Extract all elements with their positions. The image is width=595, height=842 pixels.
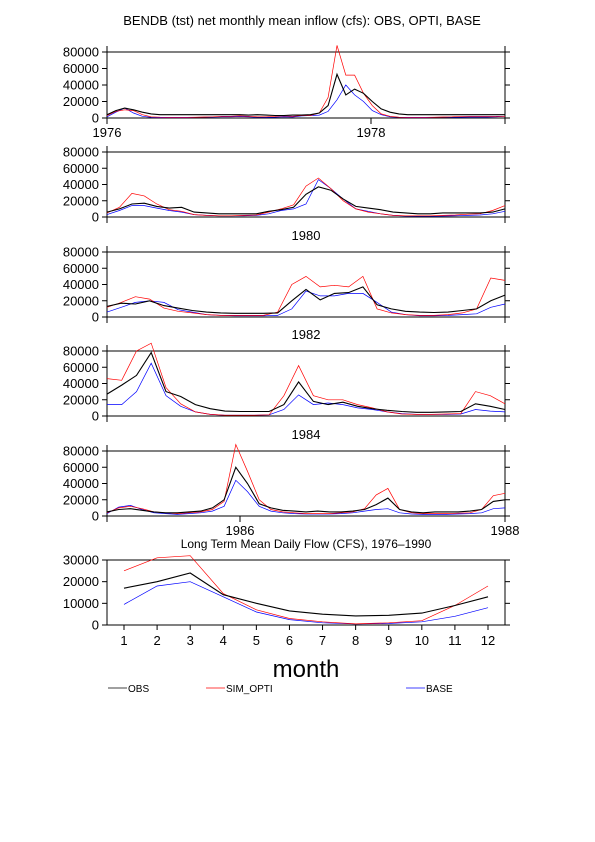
panel-6-frame xyxy=(106,559,506,626)
panel-2-ytick-label: 0 xyxy=(92,210,99,225)
panel-6-xtick-label: 6 xyxy=(286,633,293,648)
panel-4-ytick-label: 20000 xyxy=(63,392,99,407)
panel-6-xtick-label: 2 xyxy=(153,633,160,648)
panel-6-title: Long Term Mean Daily Flow (CFS), 1976–19… xyxy=(181,537,432,551)
panel-1-series-sim-opti xyxy=(106,45,505,118)
panel-6-ytick-label: 20000 xyxy=(63,574,99,589)
panel-3-ytick-label: 0 xyxy=(92,310,99,325)
panel-3-ytick-label: 40000 xyxy=(63,277,99,292)
panel-4-ytick-label: 80000 xyxy=(63,344,99,359)
panel-6-xtick-label: 3 xyxy=(187,633,194,648)
panel-5-ytick-label: 40000 xyxy=(63,476,99,491)
panel-6-xtick-label: 12 xyxy=(481,633,495,648)
panel-1-ytick-label: 20000 xyxy=(63,94,99,109)
panel-1-series-obs xyxy=(106,72,505,117)
panel-5-series-obs xyxy=(106,466,506,514)
figure-title: BENDB (tst) net monthly mean inflow (cfs… xyxy=(123,13,481,28)
panel-4-series-obs xyxy=(106,351,506,413)
panel-2-series-obs xyxy=(106,186,506,215)
panel-5-year-label-bottom: 1988 xyxy=(491,523,520,538)
panel-6-xtick-label: 9 xyxy=(385,633,392,648)
panel-6-xtick-label: 1 xyxy=(120,633,127,648)
panel-3-series-obs xyxy=(106,286,506,314)
panel-1-ytick-label: 80000 xyxy=(63,45,99,60)
panel-1-ytick-label: 40000 xyxy=(63,78,99,93)
panel-1-ytick-label: 60000 xyxy=(63,61,99,76)
panel-6-xtick-label: 11 xyxy=(448,633,462,648)
panel-4-frame xyxy=(106,350,506,417)
panel-5-series-base xyxy=(106,479,506,515)
panel-1-frame xyxy=(106,51,506,119)
panel-6-xtick-label: 4 xyxy=(220,633,227,648)
panel-1-year-label-bottom: 1976 xyxy=(93,125,122,140)
panel-5-year-label-top: 1984 xyxy=(292,427,321,442)
legend: OBS SIM_OPTI BASE xyxy=(108,684,453,695)
panel-3-ytick-label: 60000 xyxy=(63,261,99,276)
panel-5-ytick-label: 80000 xyxy=(63,444,99,459)
panel-6-xtick-label: 5 xyxy=(253,633,260,648)
panel-6-xtick-label: 10 xyxy=(415,633,429,648)
panel-6-series-obs xyxy=(123,572,489,617)
panel-2-series-base xyxy=(106,179,506,217)
panel-3-year-label-top: 1980 xyxy=(292,228,321,243)
panel-6-ytick-label: 30000 xyxy=(63,553,99,568)
panel-6-xtick-label: 7 xyxy=(319,633,326,648)
panel-4-ytick-label: 0 xyxy=(92,409,99,424)
panel-6-xlabel: month xyxy=(273,656,340,683)
panel-3-ytick-label: 80000 xyxy=(63,245,99,260)
panel-4-ytick-label: 60000 xyxy=(63,360,99,375)
panel-4-year-label-top: 1982 xyxy=(292,327,321,342)
panel-4-series-base xyxy=(107,362,506,416)
panel-2-ytick-label: 80000 xyxy=(63,145,99,160)
panel-4-ytick-label: 40000 xyxy=(63,376,99,391)
panel-5-ytick-label: 60000 xyxy=(63,460,99,475)
panel-3-frame xyxy=(106,251,506,318)
panel-5-ytick-label: 0 xyxy=(92,509,99,524)
panel-1-year-label-bottom: 1978 xyxy=(357,125,386,140)
panel-4-series-sim-opti xyxy=(106,342,506,416)
panel-6-ytick-label: 0 xyxy=(92,618,99,633)
panel-6-xtick-label: 8 xyxy=(352,633,359,648)
panel-3-series-sim-opti xyxy=(106,275,506,316)
legend-base-label: BASE xyxy=(426,684,453,695)
panel-1-series-base xyxy=(106,84,506,119)
legend-obs-label: OBS xyxy=(128,684,149,695)
panel-5-series-sim-opti xyxy=(106,443,506,514)
panel-6-ytick-label: 10000 xyxy=(63,596,99,611)
panel-2-ytick-label: 60000 xyxy=(63,161,99,176)
panel-2-series-sim-opti xyxy=(106,177,506,217)
panel-6-series-sim-opti xyxy=(123,555,489,625)
legend-opti-label: SIM_OPTI xyxy=(226,684,273,695)
panel-3-ytick-label: 20000 xyxy=(63,293,99,308)
panel-5-frame xyxy=(106,450,506,517)
panel-6-series-base xyxy=(123,581,489,625)
panel-5-ytick-label: 20000 xyxy=(63,492,99,507)
panel-2-ytick-label: 20000 xyxy=(63,193,99,208)
panel-2-ytick-label: 40000 xyxy=(63,177,99,192)
panel-5-year-label-bottom: 1986 xyxy=(226,523,255,538)
panel-1-ytick-label: 0 xyxy=(92,111,99,126)
